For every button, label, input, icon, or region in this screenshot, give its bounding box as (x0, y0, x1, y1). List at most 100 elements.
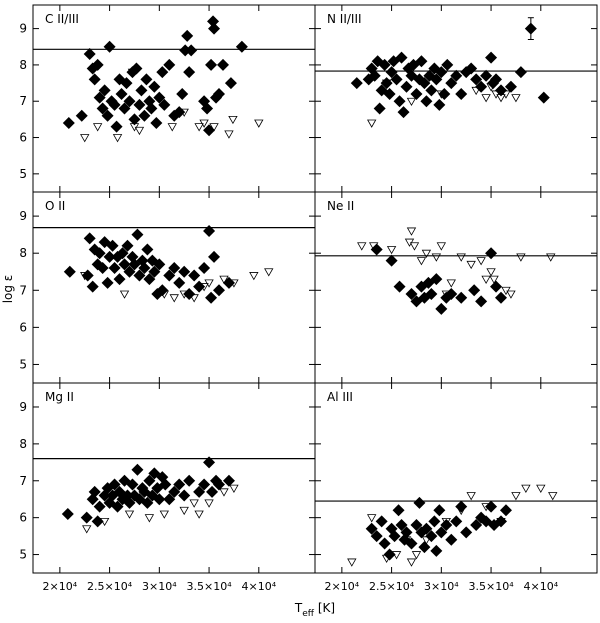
diamond-marker (93, 500, 106, 513)
diamond-marker (178, 489, 191, 502)
diamond-marker (133, 269, 146, 282)
diamond-marker (378, 537, 391, 550)
diamond-marker (224, 77, 237, 90)
diamond-marker (393, 95, 406, 108)
y-tick-label: 9 (19, 22, 27, 36)
diamond-marker (430, 273, 443, 286)
x-axis-label-part: [K] (314, 601, 335, 615)
diamond-marker (420, 95, 433, 108)
diamond-marker (410, 87, 423, 100)
triangle-marker (189, 294, 199, 303)
y-tick-label: 7 (19, 474, 27, 488)
y-tick-label: 7 (19, 283, 27, 297)
diamond-marker (131, 228, 144, 241)
diamond-marker (460, 526, 473, 539)
triangle-marker (406, 558, 417, 567)
diamond-marker (168, 262, 181, 275)
diamond-marker (490, 73, 503, 86)
diamond-marker (445, 533, 458, 546)
triangle-marker (99, 517, 110, 527)
diamond-marker (141, 496, 154, 509)
triangle-marker (229, 484, 239, 493)
diamond-marker (176, 87, 189, 100)
triangle-marker (496, 94, 506, 103)
diamond-marker (133, 98, 146, 111)
diamond-marker (193, 280, 206, 293)
diamond-marker (150, 117, 163, 130)
diamond-marker (159, 478, 172, 491)
diamond-marker (350, 77, 363, 90)
triangle-marker (169, 294, 179, 303)
diamond-marker (158, 98, 171, 111)
diamond-marker (108, 98, 121, 111)
panel-title: Al III (327, 390, 353, 404)
triangle-marker (347, 558, 357, 567)
diamond-marker (207, 15, 220, 28)
diamond-marker (455, 500, 468, 513)
triangle-marker (194, 510, 204, 519)
triangle-marker (486, 83, 496, 92)
diamond-marker (222, 276, 235, 289)
diamond-marker (183, 287, 196, 300)
triangle-marker (179, 290, 189, 299)
diamond-marker (178, 265, 191, 278)
x-tick-label: 3×10⁴ (424, 580, 459, 593)
diamond-marker (499, 504, 512, 517)
diamond-marker (455, 291, 468, 304)
y-tick-label: 8 (19, 246, 27, 260)
diamond-marker (153, 493, 166, 506)
diamond-marker (83, 48, 96, 61)
diamond-marker (373, 102, 386, 115)
triangle-marker (367, 514, 377, 523)
triangle-marker (386, 246, 397, 255)
diamond-marker (410, 519, 423, 532)
panel-title: Ne II (327, 199, 354, 213)
triangle-marker (357, 242, 367, 251)
triangle-marker (249, 272, 259, 281)
diamond-marker (193, 485, 206, 498)
x-tick-label: 3.5×10⁴ (187, 580, 233, 593)
diamond-marker (490, 280, 503, 293)
diamond-marker (115, 87, 128, 100)
diamond-marker (81, 269, 94, 282)
diamond-marker (138, 109, 151, 122)
diamond-marker (441, 58, 454, 71)
x-tick-label: 2.5×10⁴ (369, 580, 415, 593)
triangle-marker (406, 227, 417, 236)
triangle-marker (416, 257, 427, 266)
panel-frame (314, 382, 598, 574)
diamond-marker (425, 530, 438, 543)
diamond-marker (235, 40, 248, 53)
y-tick-label: 6 (19, 131, 27, 145)
triangle-marker (391, 551, 402, 560)
diamond-marker (143, 273, 156, 286)
diamond-marker (88, 73, 101, 86)
diamond-marker (148, 80, 161, 93)
panel-title: O II (45, 199, 65, 213)
diamond-marker (153, 91, 166, 104)
triangle-marker (127, 68, 138, 77)
panel-frame (314, 4, 598, 193)
diamond-marker (504, 80, 517, 93)
triangle-marker (367, 119, 377, 128)
x-tick-label: 4×10⁴ (523, 580, 558, 593)
diamond-marker (135, 84, 148, 97)
triangle-marker (159, 290, 169, 299)
diamond-marker (86, 62, 99, 75)
diamond-marker (475, 80, 488, 93)
panel-title: C II/III (45, 12, 79, 26)
diamond-marker (213, 284, 226, 297)
y-tick-label: 8 (19, 58, 27, 72)
triangle-marker (80, 272, 90, 281)
diamond-marker (393, 280, 406, 293)
diamond-marker (450, 515, 463, 528)
diamond-marker (468, 284, 481, 297)
y-tick-label: 5 (19, 167, 27, 181)
triangle-marker (219, 488, 229, 497)
diamond-marker (445, 77, 458, 90)
x-axis-label: Teff [K] (294, 601, 335, 619)
triangle-marker (411, 551, 422, 560)
y-tick-label: 9 (19, 209, 27, 223)
diamond-marker (148, 265, 161, 278)
diamond-marker (470, 73, 483, 86)
